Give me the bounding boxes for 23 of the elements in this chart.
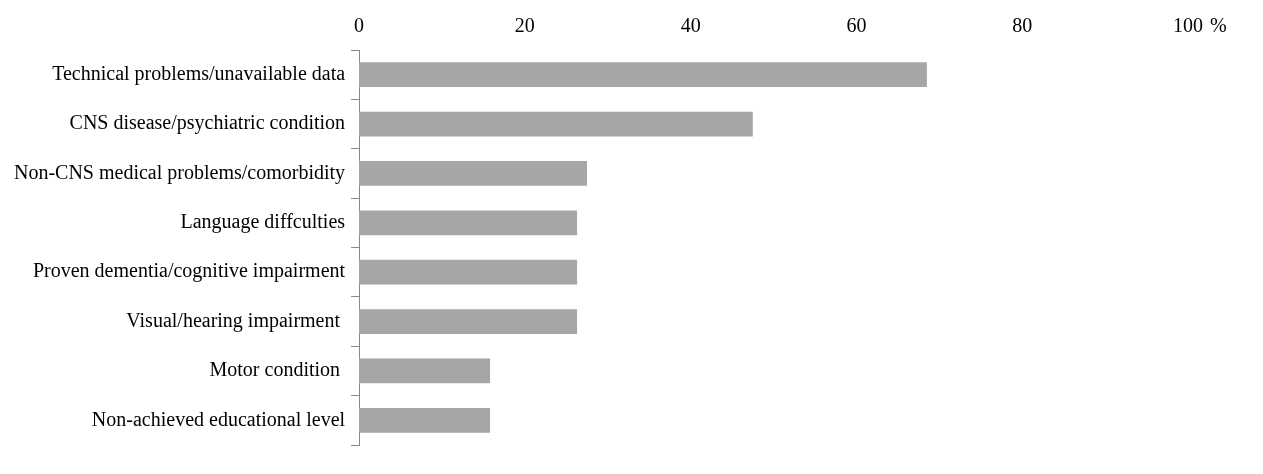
x-tick-label: 40 [680, 14, 701, 37]
x-tick-label: 60 [846, 14, 867, 37]
bar [359, 111, 753, 137]
y-tick-label: CNS disease/psychiatric condition [69, 111, 346, 135]
x-tick-label: 20 [514, 14, 535, 37]
x-tick-label: 100 [1173, 14, 1203, 37]
y-tick-label: Non-CNS medical problems/comorbidity [13, 160, 346, 184]
y-tick-label: Non-achieved educational level [91, 407, 346, 430]
bar [359, 161, 588, 186]
y-tick-label: Language diffculties [180, 210, 346, 234]
x-tick-label: 0 [354, 14, 365, 37]
bar [359, 210, 578, 236]
y-tick-label: Technical problems/unavailable data [52, 61, 346, 85]
x-axis-title: % [1210, 14, 1227, 37]
y-tick-label: Motor condition [209, 358, 346, 381]
bar [359, 62, 927, 88]
y-tick-label: Proven dementia/cognitive impairment [32, 259, 346, 283]
x-tick-label: 80 [1012, 14, 1033, 37]
bar [359, 309, 578, 334]
bar [359, 259, 578, 285]
y-tick-label: Visual/hearing impairment [126, 308, 346, 332]
bar [359, 407, 491, 433]
bar [359, 358, 491, 384]
